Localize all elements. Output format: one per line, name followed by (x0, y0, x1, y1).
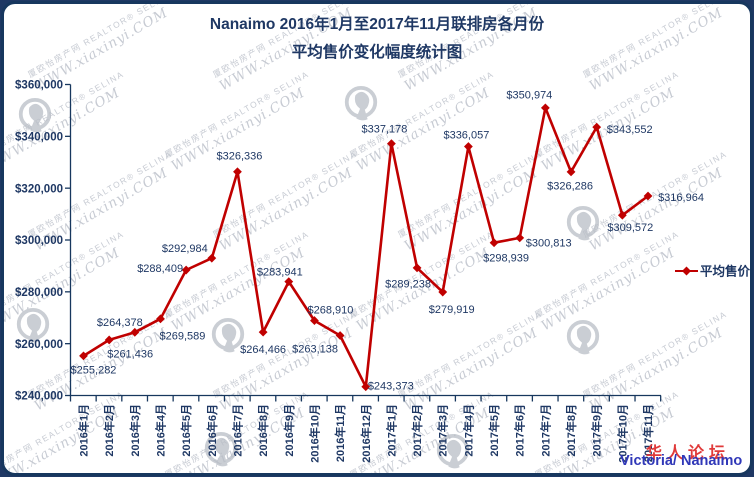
data-point-label: $289,238 (385, 279, 431, 291)
data-point-marker (361, 382, 371, 392)
x-category-label: 2016年10月 (307, 404, 321, 463)
data-point-marker (617, 210, 627, 220)
data-point-label: $326,286 (547, 181, 593, 193)
data-point-label: $326,336 (217, 151, 263, 163)
data-point-marker (181, 265, 191, 275)
x-category-label: 2017年4月 (461, 404, 475, 457)
x-category-label: 2017年8月 (564, 404, 578, 457)
data-point-label: $263,138 (292, 343, 338, 355)
data-point-marker (258, 327, 268, 337)
x-category-label: 2017年7月 (538, 404, 552, 457)
x-category-label: 2016年9月 (282, 404, 296, 457)
y-tick-label: $340,000 (15, 132, 63, 144)
x-category-label: 2017年1月 (384, 404, 398, 457)
data-point-marker (130, 327, 140, 337)
data-point-label: $255,282 (71, 365, 117, 377)
x-category-label: 2017年5月 (487, 404, 501, 457)
data-point-label: $283,941 (257, 266, 303, 278)
data-point-label: $292,984 (162, 243, 208, 255)
forum-stamp-chinese: 华人论坛 (646, 445, 731, 462)
x-category-label: 2017年11月 (641, 404, 655, 462)
data-point-label: $269,589 (160, 331, 206, 343)
y-tick-label: $360,000 (15, 80, 63, 92)
data-point-marker (156, 314, 165, 324)
x-category-label: 2016年8月 (256, 404, 270, 457)
x-category-label: 2017年6月 (513, 404, 527, 457)
data-point-marker (464, 142, 473, 151)
x-category-label: 2016年7月 (230, 404, 244, 457)
y-tick-label: $260,000 (15, 339, 63, 351)
data-point-marker (515, 233, 525, 243)
y-tick-label: $280,000 (15, 287, 63, 299)
x-category-label: 2017年3月 (436, 404, 450, 457)
y-tick-label: $240,000 (15, 391, 63, 403)
data-point-label: $264,466 (240, 344, 286, 356)
x-category-label: 2016年5月 (179, 404, 193, 457)
x-category-label: 2016年12月 (359, 404, 373, 463)
data-point-marker (566, 167, 576, 177)
legend-marker (682, 266, 691, 276)
x-category-label: 2017年2月 (410, 404, 424, 457)
x-category-label: 2016年3月 (128, 404, 142, 457)
data-point-label: $343,552 (607, 124, 653, 136)
data-point-marker (335, 331, 345, 340)
data-point-marker (592, 122, 602, 132)
data-point-marker (79, 351, 88, 361)
legend-label: 平均售价 (700, 264, 751, 279)
data-point-label: $309,572 (607, 222, 653, 234)
data-point-label: $336,057 (443, 129, 489, 141)
data-point-label: $268,910 (307, 304, 353, 316)
x-category-label: 2016年11月 (333, 404, 347, 462)
data-point-label: $337,178 (361, 123, 407, 135)
data-point-label: $298,939 (483, 253, 529, 265)
y-tick-label: $300,000 (15, 235, 63, 247)
data-point-marker (310, 316, 319, 325)
x-category-label: 2016年6月 (205, 404, 219, 457)
data-point-marker (540, 103, 550, 113)
data-point-marker (207, 253, 217, 263)
data-point-label: $264,378 (97, 317, 143, 329)
data-point-marker (489, 238, 499, 248)
chart-title-line2: 平均售价变化幅度统计图 (291, 44, 463, 61)
data-point-marker (643, 191, 653, 201)
data-point-label: $350,974 (506, 90, 552, 102)
data-point-label: $261,436 (107, 349, 153, 361)
data-point-marker (387, 139, 396, 149)
data-point-label: $279,919 (429, 304, 475, 316)
data-point-label: $316,964 (658, 192, 704, 204)
data-point-marker (438, 287, 448, 297)
x-category-label: 2017年9月 (590, 404, 604, 457)
data-point-label: $243,373 (368, 381, 414, 393)
data-point-marker (233, 167, 242, 177)
data-point-label: $300,813 (526, 238, 572, 250)
y-tick-label: $320,000 (15, 183, 63, 195)
data-point-marker (412, 263, 422, 273)
chart-title-line1: Nanaimo 2016年1月至2017年11月联排房各月份 (209, 16, 545, 33)
x-category-label: 2017年10月 (615, 404, 629, 463)
x-category-label: 2016年1月 (77, 404, 91, 457)
x-category-label: 2016年4月 (153, 404, 167, 457)
data-point-marker (104, 335, 114, 345)
forum-stamp-location: Victoria/ Nanaimo (620, 453, 743, 469)
data-point-label: $288,409 (137, 263, 183, 275)
data-point-marker (284, 277, 294, 287)
x-category-label: 2016年2月 (102, 404, 116, 457)
